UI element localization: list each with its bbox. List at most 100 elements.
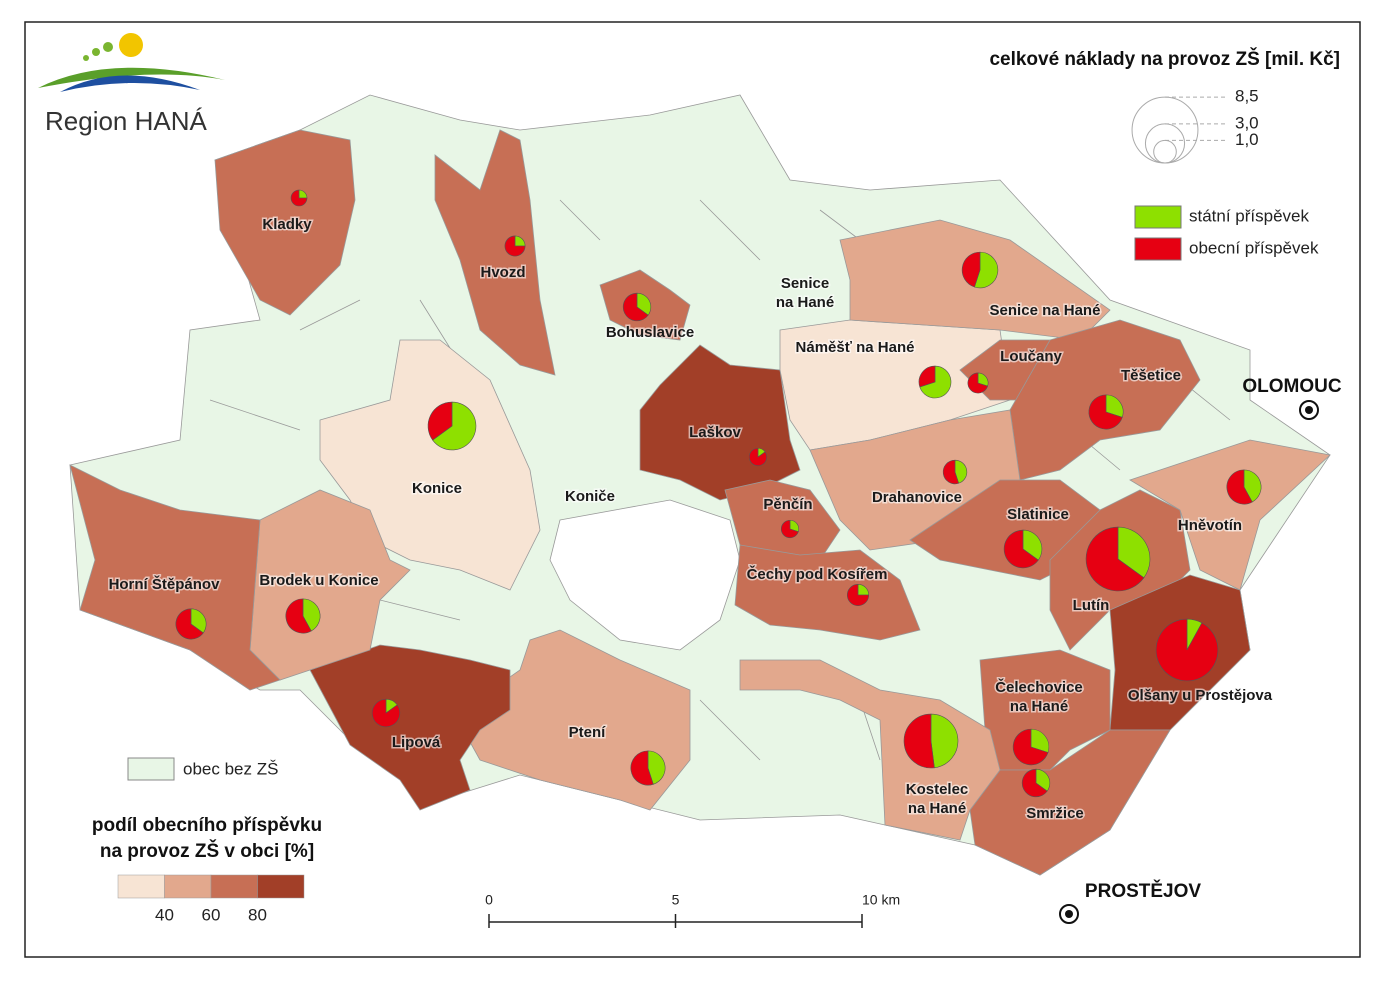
place-label: Pěnčín <box>763 496 812 513</box>
municipality <box>734 544 921 641</box>
share-legend-title: podíl obecního příspěvku <box>92 815 322 836</box>
pie-slice <box>961 251 981 288</box>
city-symbol <box>1305 406 1313 414</box>
pie-slice <box>1105 394 1124 418</box>
municipality <box>214 129 356 316</box>
place-label: Lipová <box>392 734 441 751</box>
pie-slice <box>371 698 401 728</box>
scale-label: 5 <box>672 892 680 908</box>
share-legend-swatch <box>117 874 165 899</box>
place-label: Drahanovice <box>872 489 962 506</box>
pie-slice <box>302 598 321 632</box>
pie-slice <box>636 292 652 316</box>
pie-slice <box>918 365 936 388</box>
place-label: Senice na Hané <box>990 302 1101 319</box>
size-legend-label: 1,0 <box>1235 130 1259 149</box>
pie-slice <box>630 750 654 786</box>
pie-slice <box>647 750 666 785</box>
municipality <box>1129 439 1331 591</box>
place-label: Senice <box>781 275 829 292</box>
logo: Region HANÁ <box>38 33 225 136</box>
place-label: Ptení <box>569 724 607 741</box>
pie-slice <box>1030 728 1050 753</box>
logo-arc <box>38 67 225 88</box>
place-label: na Hané <box>1010 698 1068 715</box>
municipality <box>739 659 1001 841</box>
share-legend-title: na provoz ZŠ v obci [%] <box>100 840 314 862</box>
city-symbol <box>1065 910 1073 918</box>
pie-slice <box>903 713 935 769</box>
share-legend-break: 60 <box>202 905 221 924</box>
pie-slice <box>290 189 308 207</box>
share-legend-break: 40 <box>155 905 174 924</box>
pie-slice <box>919 365 952 399</box>
municipality <box>434 129 556 376</box>
pie-slice <box>847 583 870 606</box>
place-label: Čechy pod Kosířem <box>747 565 888 583</box>
pie-slice <box>285 598 312 634</box>
place-label: Těšetice <box>1121 367 1181 384</box>
legend-label: státní příspěvek <box>1189 206 1310 225</box>
place-label: Kostelec <box>906 781 969 798</box>
pie-slice <box>930 713 959 769</box>
place-label: Hněvotín <box>1178 517 1242 534</box>
pie-slice <box>1243 469 1262 503</box>
municipality <box>69 464 281 691</box>
place-label: Slatinice <box>1007 506 1069 523</box>
share-legend-swatch <box>164 874 212 899</box>
pie-slice <box>504 235 526 257</box>
pie-slice <box>1012 728 1049 766</box>
place-label: Bohuslavice <box>606 324 694 341</box>
pie-slice <box>954 459 968 484</box>
pie-slice <box>175 608 204 640</box>
logo-arc <box>60 75 200 92</box>
pie-slice <box>967 372 988 394</box>
pie-slice <box>1117 526 1151 579</box>
pie-slice <box>1035 768 1051 792</box>
municipality <box>969 729 1171 876</box>
pie-slice <box>622 292 649 322</box>
no-school-swatch <box>127 757 175 781</box>
enclave <box>549 499 741 651</box>
place-label: Náměšť na Hané <box>796 339 915 356</box>
place-label: Konice <box>412 480 462 497</box>
pie-slice <box>780 519 799 538</box>
no-school-label: obec bez ZŠ <box>183 759 278 778</box>
share-legend-swatch <box>210 874 258 899</box>
logo-dot <box>92 48 100 56</box>
place-label: na Hané <box>776 294 834 311</box>
city-label: OLOMOUC <box>1242 376 1341 397</box>
place-label: Horní Štěpánov <box>109 575 221 593</box>
size-legend-label: 3,0 <box>1235 113 1259 132</box>
pie-slice <box>1088 394 1123 430</box>
place-label: Loučany <box>1000 348 1062 365</box>
legend-swatch <box>1134 237 1182 261</box>
municipality <box>309 644 511 811</box>
pie-slice <box>974 251 999 289</box>
pie-slice <box>749 447 768 467</box>
logo-sun <box>119 33 143 57</box>
scale-label: 0 <box>485 892 493 908</box>
place-label: Lutín <box>1073 597 1110 614</box>
place-label: Laškov <box>689 424 741 441</box>
logo-dot <box>83 55 89 61</box>
pie-slice <box>1022 529 1043 561</box>
place-label: Olšany u Prostějova <box>1128 687 1273 704</box>
place-label: Čelechovice <box>995 678 1083 696</box>
pie-slice <box>942 459 960 485</box>
logo-text: Region HANÁ <box>45 106 208 136</box>
pie-slice <box>1021 768 1048 798</box>
legend-swatch <box>1134 205 1182 229</box>
share-legend-break: 80 <box>248 905 267 924</box>
pie-slice <box>1085 526 1145 592</box>
place-label: Kladky <box>262 216 312 233</box>
place-label: na Hané <box>908 800 966 817</box>
pie-slice <box>1155 618 1219 682</box>
place-label: Brodek u Konice <box>259 572 378 589</box>
size-legend-label: 8,5 <box>1235 87 1259 106</box>
pie-slice <box>190 608 207 634</box>
size-legend-title: celkové náklady na provoz ZŠ [mil. Kč] <box>989 48 1340 70</box>
pie-slice <box>1003 529 1039 569</box>
place-label: Koniče <box>565 488 615 505</box>
